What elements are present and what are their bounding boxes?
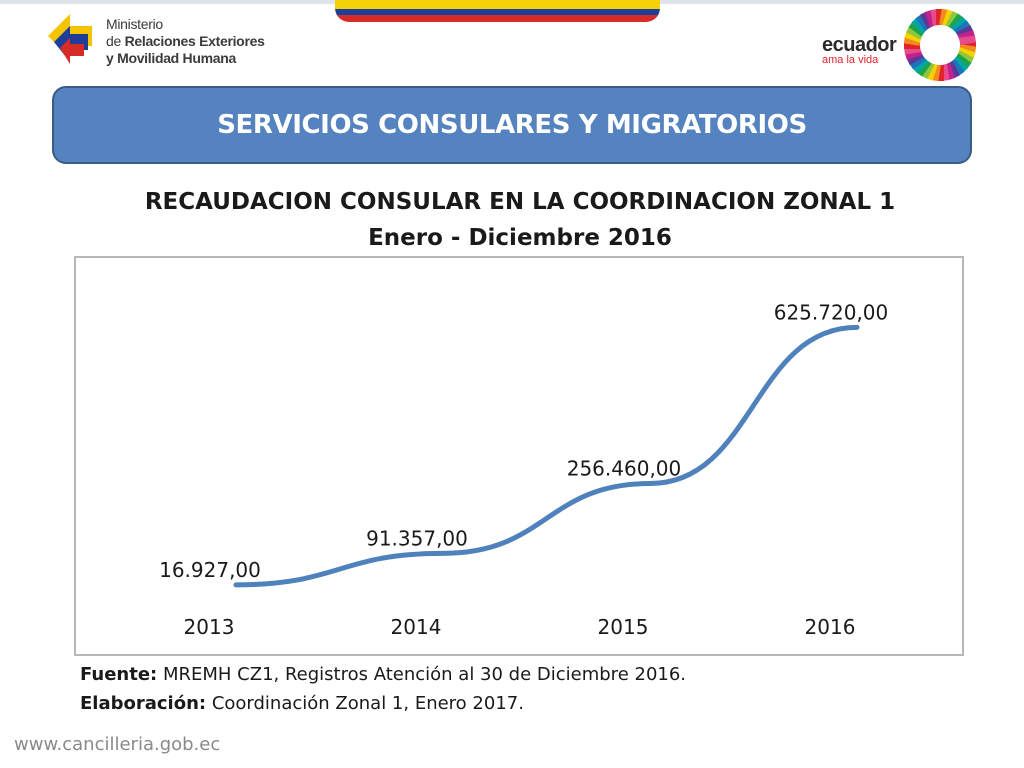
brand-name: ecuador (822, 34, 897, 56)
ministry-line-3: y Movilidad Humana (106, 50, 236, 66)
sun-ray (958, 47, 976, 59)
x-tick-label: 2013 (184, 615, 235, 639)
sun-ray (956, 50, 974, 65)
banner-title: SERVICIOS CONSULARES Y MIGRATORIOS (217, 110, 807, 140)
sun-ray (904, 31, 922, 43)
brand-tagline: ama la vida (822, 54, 879, 66)
ecuador-sun-logo-icon (903, 8, 977, 82)
chart-subtitle: Enero - Diciembre 2016 (368, 225, 672, 251)
sun-ray (954, 53, 972, 69)
sun-ray (960, 41, 976, 48)
flag-red-band (335, 15, 660, 22)
x-tick-label: 2016 (805, 615, 856, 639)
ministry-line-2-bold: Relaciones Exteriores (124, 33, 265, 49)
data-label: 16.927,00 (159, 558, 261, 582)
chart-title-block: RECAUDACION CONSULAR EN LA COORDINACION … (95, 184, 945, 256)
data-label: 625.720,00 (774, 300, 889, 324)
elaboracion-label: Elaboración: (80, 693, 207, 714)
series-line (233, 324, 860, 588)
ecuador-brand: ecuador ama la vida (822, 34, 897, 66)
sun-ray (945, 11, 960, 29)
fuente-text: MREMH CZ1, Registros Atención al 30 de D… (157, 664, 687, 685)
sun-ray (942, 9, 954, 27)
chart-title: RECAUDACION CONSULAR EN LA COORDINACION … (144, 189, 896, 215)
line-chart: 16.927,00 91.357,00 256.460,00 625.720,00 20… (159, 300, 889, 639)
fuente-label: Fuente: (80, 664, 158, 685)
ministry-logo: Ministerio de Relaciones Exteriores y Mo… (44, 6, 265, 68)
data-label: 256.460,00 (567, 457, 682, 481)
flag-yellow-band (335, 0, 660, 9)
sun-ray (904, 42, 920, 49)
title-banner: SERVICIOS CONSULARES Y MIGRATORIOS (52, 86, 972, 164)
sun-ray (926, 63, 938, 81)
sun-ray (916, 59, 932, 77)
footer-url: www.cancilleria.gob.ec (14, 734, 221, 755)
x-tick-label: 2014 (391, 615, 442, 639)
sun-ray (959, 35, 977, 45)
data-label: 91.357,00 (366, 526, 468, 550)
chart-frame (74, 256, 964, 656)
sun-ray (906, 25, 924, 40)
sun-ray (908, 21, 926, 37)
ministry-line-1: Ministerio (106, 16, 163, 32)
flag-strip (335, 0, 660, 22)
elaboracion-text: Coordinación Zonal 1, Enero 2017. (206, 693, 524, 714)
ministry-line-2-pre: de (106, 33, 125, 49)
sun-ray (920, 61, 935, 79)
ministry-arrow-icon (48, 14, 92, 64)
sun-ray (948, 13, 964, 31)
source-notes: Fuente: MREMH CZ1, Registros Atención al… (80, 660, 686, 718)
x-tick-label: 2015 (598, 615, 649, 639)
flag-blue-band (335, 9, 660, 15)
